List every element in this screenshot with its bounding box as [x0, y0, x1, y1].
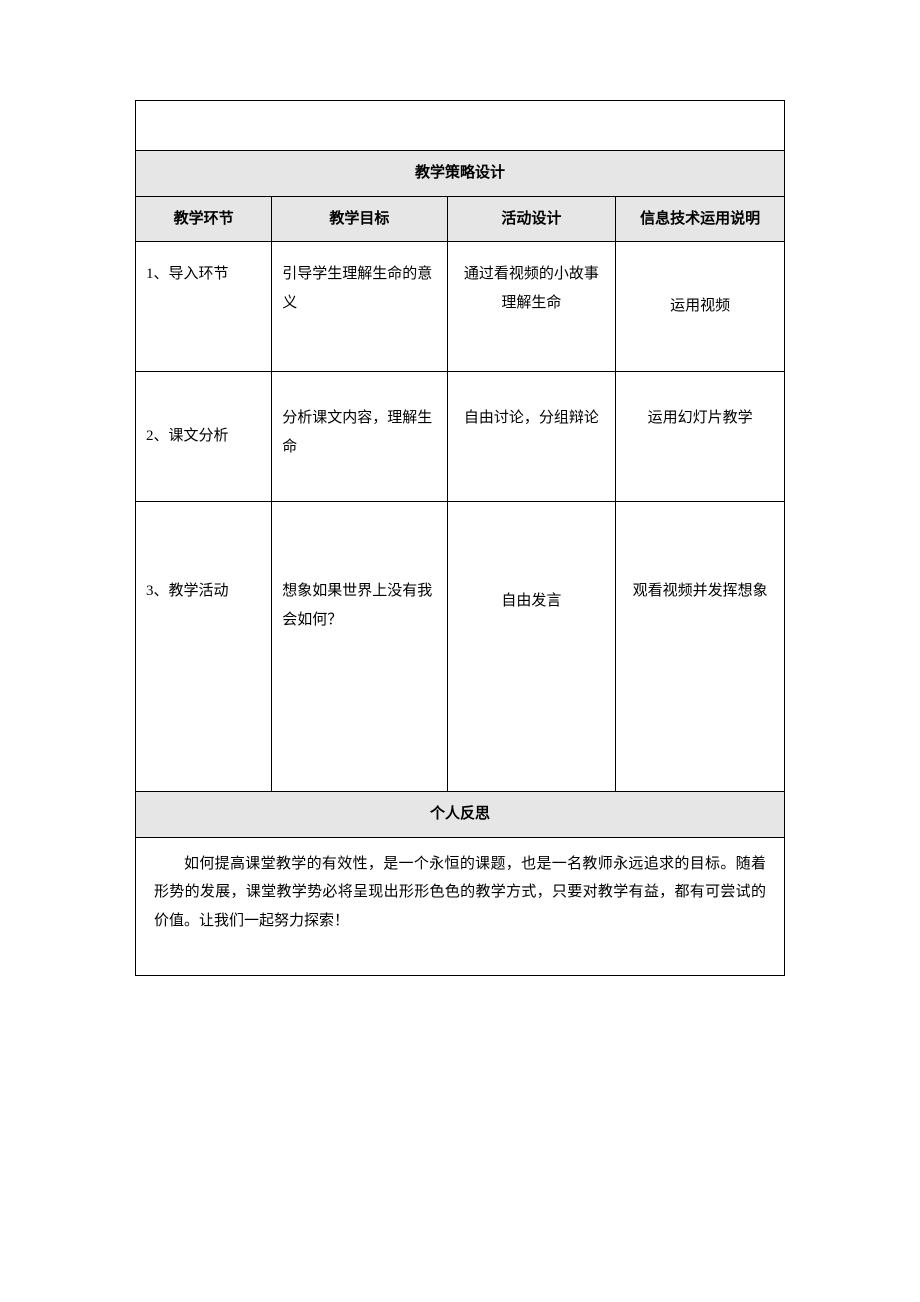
- activity-cell: 通过看视频的小故事理解生命: [447, 242, 616, 372]
- activity-cell: 自由发言: [447, 502, 616, 792]
- table-row: 1、导入环节 引导学生理解生命的意义 通过看视频的小故事理解生命 运用视频: [136, 242, 785, 372]
- reflection-content-row: 如何提高课堂教学的有效性，是一个永恒的课题，也是一名教师永远追求的目标。随着形势…: [136, 837, 785, 976]
- strategy-design-header-row: 教学策略设计: [136, 151, 785, 197]
- reflection-text: 如何提高课堂教学的有效性，是一个永恒的课题，也是一名教师永远追求的目标。随着形势…: [154, 850, 766, 936]
- stage-cell: 2、课文分析: [136, 372, 272, 502]
- table-row: 2、课文分析 分析课文内容，理解生命 自由讨论，分组辩论 运用幻灯片教学: [136, 372, 785, 502]
- col-header-activity: 活动设计: [447, 196, 616, 242]
- lesson-plan-table: 教学策略设计 教学环节 教学目标 活动设计 信息技术运用说明 1、导入环节 引导…: [135, 100, 785, 976]
- tech-cell: 运用视频: [616, 242, 785, 372]
- tech-cell: 运用幻灯片教学: [616, 372, 785, 502]
- reflection-title: 个人反思: [136, 792, 785, 838]
- stage-cell: 3、教学活动: [136, 502, 272, 792]
- reflection-text-cell: 如何提高课堂教学的有效性，是一个永恒的课题，也是一名教师永远追求的目标。随着形势…: [136, 837, 785, 976]
- empty-header-row: [136, 101, 785, 151]
- objective-cell: 引导学生理解生命的意义: [272, 242, 447, 372]
- activity-cell: 自由讨论，分组辩论: [447, 372, 616, 502]
- objective-cell: 分析课文内容，理解生命: [272, 372, 447, 502]
- table-row: 3、教学活动 想象如果世界上没有我会如何？ 自由发言 观看视频并发挥想象: [136, 502, 785, 792]
- objective-cell: 想象如果世界上没有我会如何？: [272, 502, 447, 792]
- col-header-objective: 教学目标: [272, 196, 447, 242]
- reflection-header-row: 个人反思: [136, 792, 785, 838]
- column-headers-row: 教学环节 教学目标 活动设计 信息技术运用说明: [136, 196, 785, 242]
- stage-cell: 1、导入环节: [136, 242, 272, 372]
- col-header-tech: 信息技术运用说明: [616, 196, 785, 242]
- col-header-stage: 教学环节: [136, 196, 272, 242]
- tech-cell: 观看视频并发挥想象: [616, 502, 785, 792]
- strategy-design-title: 教学策略设计: [136, 151, 785, 197]
